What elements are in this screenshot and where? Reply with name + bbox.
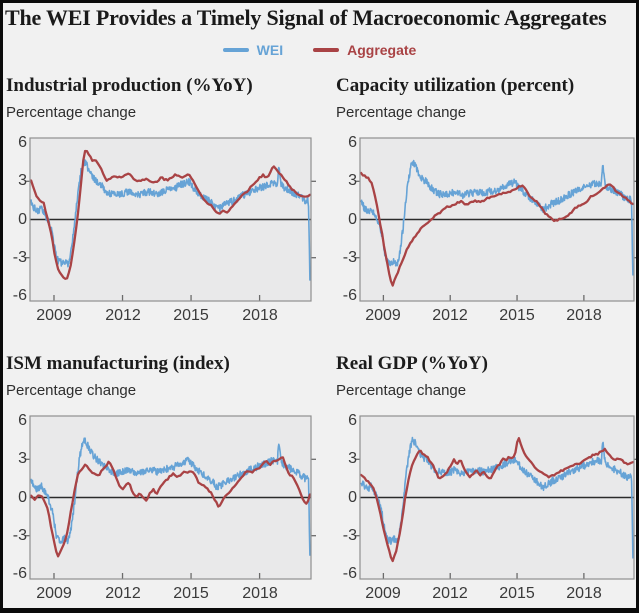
panel-y-axis-label: Percentage change [6, 382, 137, 399]
x-tick-label: 2015 [173, 307, 209, 324]
panel-y-axis-label: Percentage change [6, 104, 137, 121]
figure-stage: The WEI Provides a Timely Signal of Macr… [3, 3, 636, 608]
y-tick-label: 6 [348, 412, 357, 429]
y-tick-label: -6 [342, 287, 357, 304]
legend-label: Aggregate [347, 42, 417, 58]
series-line-wei [30, 157, 311, 281]
y-tick-label: 6 [18, 412, 27, 429]
y-tick-label: -6 [12, 565, 27, 582]
x-tick-label: 2012 [432, 585, 468, 602]
x-tick-label: 2009 [36, 307, 72, 324]
y-tick-label: 0 [348, 489, 357, 506]
panel-plot-capacity-utilization [355, 137, 636, 302]
series-line-aggregate [29, 149, 312, 280]
figure-title: The WEI Provides a Timely Signal of Macr… [5, 5, 607, 30]
legend-swatch-wei [222, 48, 249, 52]
series-line-aggregate [359, 171, 635, 287]
x-tick-label: 2015 [173, 585, 209, 602]
panel-plot-real-gdp [355, 415, 636, 580]
y-tick-label: -3 [12, 249, 27, 266]
y-tick-label: 6 [18, 134, 27, 151]
panel-title-ism-manufacturing: ISM manufacturing (index) [6, 353, 230, 374]
plot-frame [29, 415, 312, 580]
y-tick-label: 0 [18, 211, 27, 228]
x-tick-label: 2015 [499, 307, 535, 324]
x-tick-label: 2018 [242, 307, 278, 324]
y-tick-label: -3 [342, 249, 357, 266]
y-tick-label: 3 [18, 450, 27, 467]
x-tick-label: 2018 [566, 585, 602, 602]
series-line-aggregate [359, 437, 635, 563]
y-tick-label: 3 [18, 172, 27, 189]
plot-frame [359, 415, 635, 580]
panel-y-axis-label: Percentage change [336, 104, 467, 121]
x-tick-label: 2018 [242, 585, 278, 602]
y-tick-label: 3 [348, 450, 357, 467]
x-tick-label: 2015 [499, 585, 535, 602]
legend: WEI Aggregate [3, 42, 636, 58]
y-tick-label: 0 [348, 211, 357, 228]
y-tick-label: -3 [12, 527, 27, 544]
y-tick-label: 6 [348, 134, 357, 151]
x-tick-label: 2018 [566, 307, 602, 324]
legend-swatch-aggregate [313, 48, 340, 52]
x-tick-label: 2012 [432, 307, 468, 324]
y-tick-label: 0 [18, 489, 27, 506]
x-tick-label: 2012 [105, 585, 141, 602]
x-tick-label: 2009 [365, 307, 401, 324]
panel-plot-ism-manufacturing [25, 415, 316, 580]
legend-label: WEI [256, 42, 284, 58]
x-tick-label: 2009 [36, 585, 72, 602]
x-tick-label: 2012 [105, 307, 141, 324]
panel-title-capacity-utilization: Capacity utilization (percent) [336, 75, 575, 96]
y-tick-label: -6 [342, 565, 357, 582]
y-tick-label: 3 [348, 172, 357, 189]
legend-item-wei: WEI [222, 42, 284, 58]
plot-frame [29, 137, 312, 302]
y-tick-label: -3 [342, 527, 357, 544]
panel-plot-industrial-production [25, 137, 316, 302]
y-tick-label: -6 [12, 287, 27, 304]
x-tick-label: 2009 [365, 585, 401, 602]
legend-item-aggregate: Aggregate [313, 42, 416, 58]
series-line-aggregate [29, 456, 312, 558]
panel-y-axis-label: Percentage change [336, 382, 467, 399]
plot-frame [359, 137, 635, 302]
panel-title-real-gdp: Real GDP (%YoY) [336, 353, 488, 374]
series-line-wei [360, 159, 634, 276]
panel-title-industrial-production: Industrial production (%YoY) [6, 75, 253, 96]
plots-canvas [25, 137, 636, 580]
